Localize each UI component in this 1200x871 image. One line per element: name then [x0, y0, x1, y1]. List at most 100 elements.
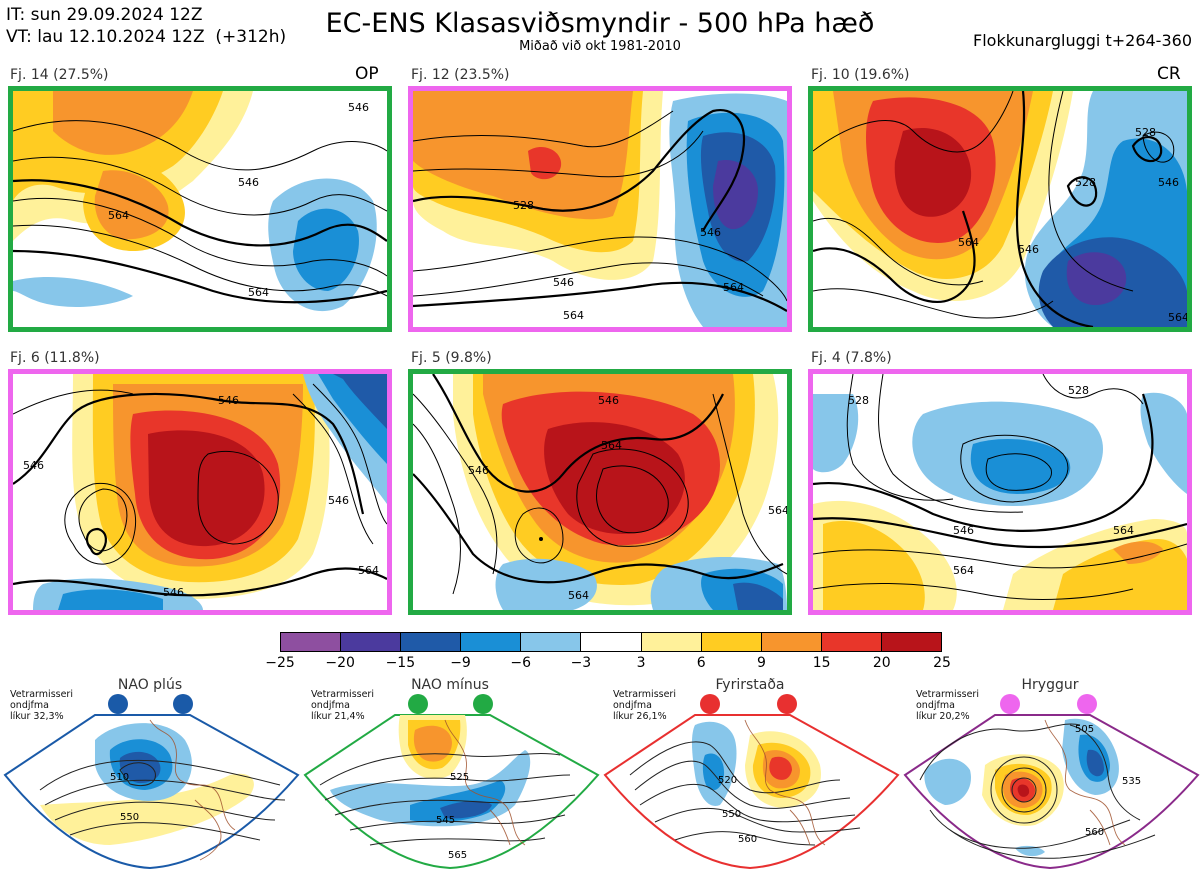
- regime-dot: [700, 694, 720, 714]
- colorbar-swatch: [580, 633, 641, 651]
- contour-label: 564: [1168, 311, 1187, 324]
- anomaly-map-3: 528 528 564 546 546 564: [813, 91, 1187, 327]
- cluster-map-panel-2: 528 546 546 564 564: [408, 86, 792, 332]
- anomaly-map-2: 528 546 546 564 564: [413, 91, 787, 327]
- regime-contour-label: 535: [1122, 776, 1141, 787]
- regime-contour-label: 550: [722, 809, 741, 820]
- regime-ridge: 505 535 560: [900, 680, 1200, 870]
- anomaly-map-5: 546 564 546 564 564: [413, 374, 787, 610]
- regime-map-ridge: 505 535 560: [903, 694, 1200, 870]
- contour-label: 528: [848, 394, 869, 407]
- page-subtitle: Miðað við okt 1981-2010: [519, 39, 681, 54]
- regime-prob-ridge: Vetrarmisseri ondjfma líkur 20,2%: [916, 689, 979, 722]
- panel-5-label: Fj. 5 (9.8%): [411, 350, 492, 366]
- regime-contour-label: 525: [450, 772, 469, 783]
- contour-label: 546: [348, 101, 369, 114]
- colorbar-swatch: [880, 633, 942, 651]
- colorbar-swatch: [400, 633, 461, 651]
- valid-time: VT: lau 12.10.2024 12Z (+312h): [6, 27, 287, 47]
- contour-label: 564: [108, 209, 129, 222]
- colorbar-swatch: [760, 633, 821, 651]
- panel-1-tag: OP: [355, 64, 379, 84]
- header-info: IT: sun 29.09.2024 12Z VT: lau 12.10.202…: [6, 4, 286, 48]
- contour-label: 564: [768, 504, 787, 517]
- contour-label: 546: [328, 494, 349, 507]
- regime-dot: [173, 694, 193, 714]
- contour-label: 546: [238, 176, 259, 189]
- colorbar-tick-label: 15: [812, 655, 831, 671]
- contour-label: 546: [1158, 176, 1179, 189]
- panel-3-label: Fj. 10 (19.6%): [811, 67, 910, 83]
- anomaly-map-6: 528 528 546 564 564: [813, 374, 1187, 610]
- regime-map-nao-plus: 510 550: [3, 694, 300, 870]
- regime-contour-label: 560: [1085, 827, 1104, 838]
- contour-label: 546: [598, 394, 619, 407]
- colorbar-tick-label: 25: [933, 655, 951, 671]
- contour-label: 546: [700, 226, 721, 239]
- regime-dot: [1077, 694, 1097, 714]
- contour-label: 546: [23, 459, 44, 472]
- anomaly-map-1: 546 564 546 564: [13, 91, 387, 327]
- colorbar-swatch: [460, 633, 521, 651]
- regime-prob-blocking: Vetrarmisseri ondjfma líkur 26,1%: [613, 689, 676, 722]
- regime-nao-minus: 525 545 565: [300, 680, 600, 870]
- anomaly-map-4: 546 546 546 564 546: [13, 374, 387, 610]
- contour-label: 564: [563, 309, 584, 322]
- contour-label: 528: [1075, 176, 1096, 189]
- regime-map-blocking: 520 550 560: [603, 694, 900, 870]
- regime-contour-label: 520: [718, 775, 737, 786]
- contour-label: 546: [553, 276, 574, 289]
- classification-window: Flokkunargluggi t+264-360: [973, 31, 1192, 50]
- colorbar-swatch: [340, 633, 401, 651]
- cluster-map-panel-3: 528 528 564 546 546 564: [808, 86, 1192, 332]
- contour-label: 564: [953, 564, 974, 577]
- colorbar-tick-label: −6: [510, 655, 532, 671]
- contour-label: 528: [1135, 126, 1156, 139]
- regime-contour-label: 505: [1075, 724, 1094, 735]
- contour-label: 528: [1068, 384, 1089, 397]
- panel-3-tag: CR: [1157, 64, 1181, 84]
- regime-dot: [108, 694, 128, 714]
- panel-6-label: Fj. 4 (7.8%): [811, 350, 892, 366]
- init-time: IT: sun 29.09.2024 12Z: [6, 5, 203, 25]
- regime-contour-label: 560: [738, 834, 757, 845]
- regime-prob-nao-plus: Vetrarmisseri ondjfma líkur 32,3%: [10, 689, 73, 722]
- contour-label: 564: [248, 286, 269, 299]
- regime-dot: [473, 694, 493, 714]
- contour-label: 564: [958, 236, 979, 249]
- colorbar: [280, 632, 942, 652]
- regime-nao-plus: 510 550: [0, 680, 300, 870]
- panel-1-label: Fj. 14 (27.5%): [10, 67, 109, 83]
- contour-label: 564: [1113, 524, 1134, 537]
- contour-label: 546: [953, 524, 974, 537]
- contour-label: 564: [358, 564, 379, 577]
- colorbar-tick-label: −15: [385, 655, 416, 671]
- cluster-map-panel-1: 546 564 546 564: [8, 86, 392, 332]
- regime-dot: [777, 694, 797, 714]
- colorbar-tick-label: 3: [636, 655, 646, 671]
- colorbar-tick-label: −9: [450, 655, 471, 671]
- contour-label: 546: [218, 394, 239, 407]
- contour-label: 564: [723, 281, 744, 294]
- page-title: EC-ENS Klasasviðsmyndir - 500 hPa hæð: [325, 8, 875, 39]
- colorbar-swatch: [520, 633, 581, 651]
- colorbar-tick-label: −3: [570, 655, 592, 671]
- regime-name-nao-plus: NAO plús: [117, 677, 183, 693]
- contour-label: 564: [568, 589, 589, 602]
- regime-dot: [408, 694, 428, 714]
- colorbar-ticks: −25 −20 −15 −9 −6 −3 3 6 9 15 20 25: [265, 655, 951, 673]
- colorbar-tick-label: −25: [265, 655, 295, 671]
- cluster-map-panel-5: 546 564 546 564 564: [408, 369, 792, 615]
- regime-contour-label: 550: [120, 812, 139, 823]
- colorbar-tick-label: 20: [872, 655, 891, 671]
- regime-blocking: 520 550 560: [600, 680, 900, 870]
- colorbar-tick-label: 9: [756, 655, 766, 671]
- regime-contour-label: 545: [436, 815, 455, 826]
- regime-contour-label: 565: [448, 850, 467, 861]
- colorbar-swatch: [281, 633, 341, 651]
- regime-map-nao-minus: 525 545 565: [303, 694, 600, 870]
- contour-label: 546: [1018, 243, 1039, 256]
- regime-name-ridge: Hryggur: [1021, 677, 1079, 693]
- contour-label: 564: [601, 439, 622, 452]
- colorbar-swatch: [820, 633, 881, 651]
